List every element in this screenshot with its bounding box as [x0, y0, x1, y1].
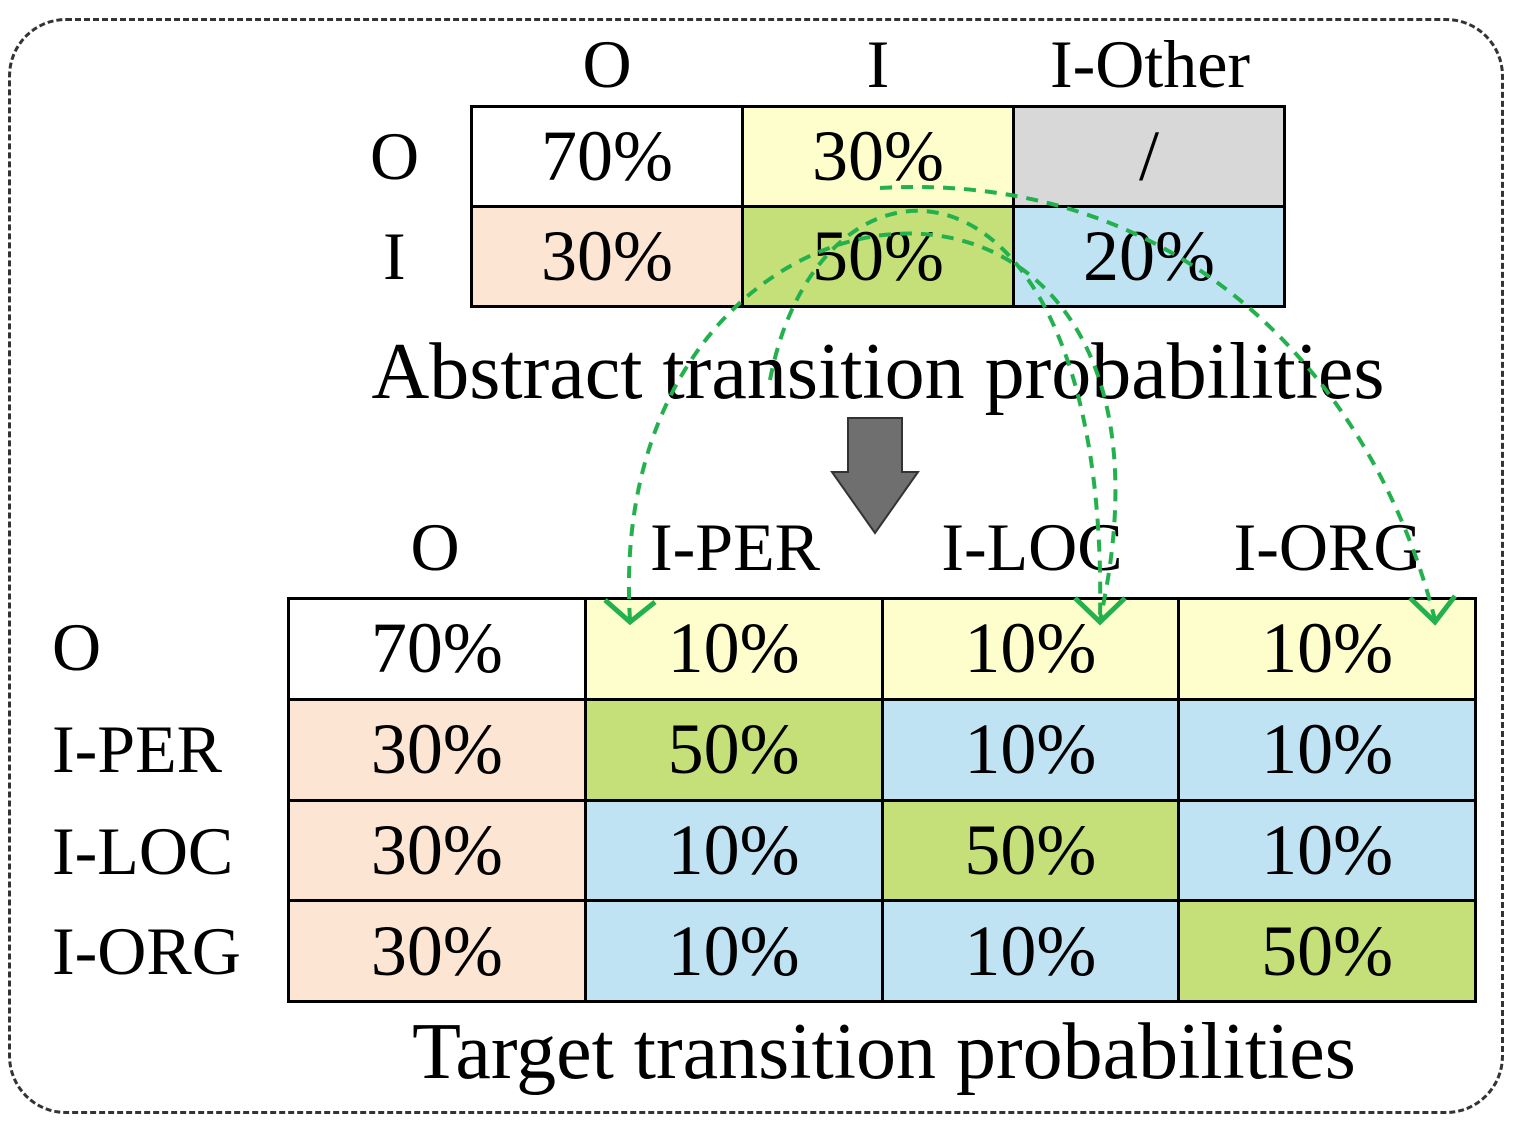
abstract-cell-i-o: 30%	[470, 205, 744, 308]
abstract-col-label-i-other: I-Other	[1049, 26, 1251, 102]
target-cell-i-per-i-per: 50%	[583, 697, 884, 802]
target-row: 30% 50% 10% 10%	[287, 697, 1477, 802]
arrowhead-i-org-icon	[1408, 594, 1457, 626]
abstract-row-label-i: I	[383, 218, 406, 294]
abstract-cell-o-o: 70%	[470, 105, 744, 208]
target-col-label-i-loc: I-LOC	[941, 509, 1123, 585]
abstract-cell-o-i: 30%	[741, 105, 1015, 208]
target-cell-i-loc-i-loc: 50%	[880, 798, 1181, 903]
target-row: 30% 10% 50% 10%	[287, 798, 1477, 903]
arrowhead-i-per-icon	[603, 598, 657, 626]
target-cell-i-loc-o: 30%	[287, 798, 587, 903]
abstract-col-label-o: O	[582, 26, 632, 102]
down-arrow-icon	[830, 417, 920, 535]
dashed-curve-to-i-per	[626, 231, 1118, 621]
target-table: 70% 10% 10% 10% 30% 50% 10% 10% 30% 10% …	[287, 597, 1477, 1003]
target-row-label-i-per: I-PER	[52, 711, 222, 787]
target-cell-o-i-loc: 10%	[880, 597, 1181, 701]
target-cell-i-org-i-loc: 10%	[880, 899, 1181, 1003]
abstract-caption: Abstract transition probabilities	[371, 328, 1385, 416]
dashed-frame	[8, 18, 1504, 1114]
abstract-cell-i-i-other: 20%	[1012, 205, 1286, 308]
abstract-row: 70% 30% /	[470, 105, 1286, 208]
target-cell-i-org-i-org: 50%	[1177, 899, 1477, 1003]
abstract-row-label-o: O	[370, 118, 420, 194]
target-cell-i-loc-i-per: 10%	[583, 798, 884, 903]
target-cell-i-per-i-org: 10%	[1177, 697, 1477, 802]
arrowhead-i-loc-icon	[1073, 596, 1127, 626]
target-cell-i-org-i-per: 10%	[583, 899, 884, 1003]
target-cell-i-per-i-loc: 10%	[880, 697, 1181, 802]
target-col-label-i-per: I-PER	[650, 509, 820, 585]
target-cell-i-org-o: 30%	[287, 899, 587, 1003]
dashed-curve-to-i-org	[879, 185, 1437, 621]
abstract-col-label-i: I	[866, 26, 890, 102]
target-row-label-i-loc: I-LOC	[52, 813, 234, 889]
target-cell-i-per-o: 30%	[287, 697, 587, 802]
target-col-label-o: O	[410, 509, 460, 585]
target-cell-i-loc-i-org: 10%	[1177, 798, 1477, 903]
abstract-cell-o-i-other: /	[1012, 105, 1286, 208]
target-row: 30% 10% 10% 50%	[287, 899, 1477, 1003]
target-col-label-i-org: I-ORG	[1233, 509, 1423, 585]
target-caption: Target transition probabilities	[412, 1008, 1356, 1096]
target-row: 70% 10% 10% 10%	[287, 597, 1477, 701]
target-row-label-i-org: I-ORG	[52, 913, 241, 989]
target-cell-o-o: 70%	[287, 597, 587, 701]
target-row-label-o: O	[52, 609, 102, 685]
dashed-curve-to-i-loc	[768, 208, 1103, 621]
